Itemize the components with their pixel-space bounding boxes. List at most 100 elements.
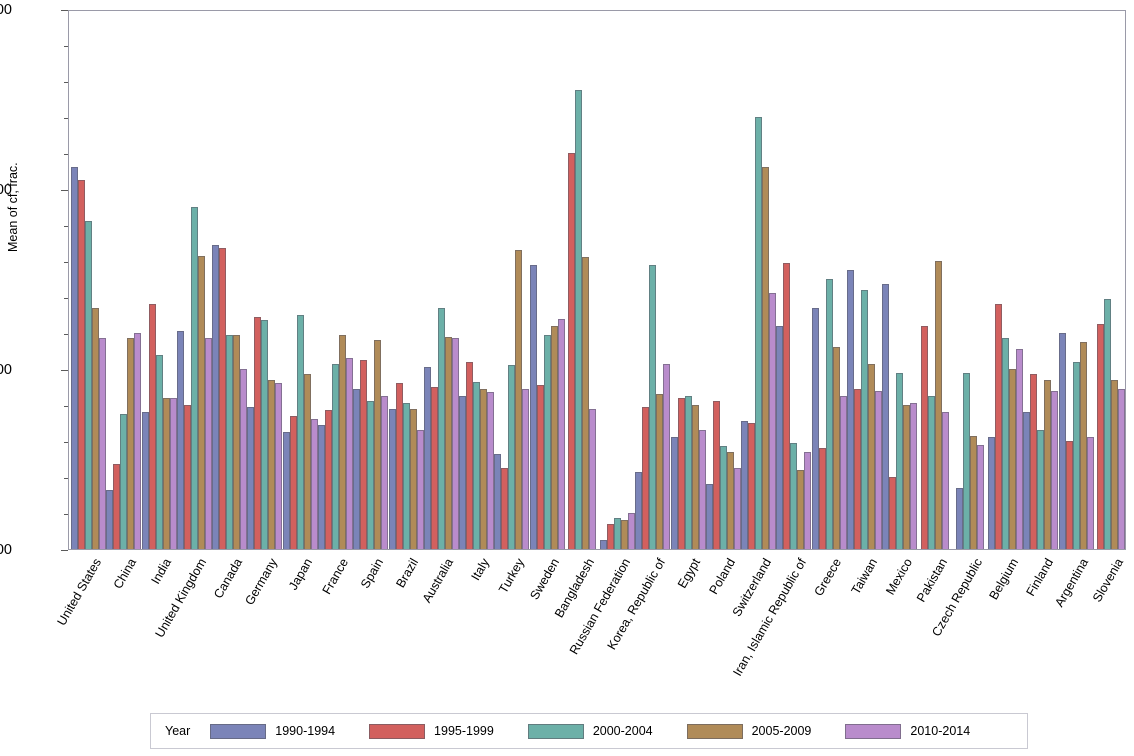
bar: [635, 471, 643, 549]
x-tick-label: India: [148, 556, 175, 587]
bar: [1002, 338, 1010, 549]
bar-group: [353, 11, 389, 549]
bar: [473, 381, 481, 549]
bar: [804, 451, 812, 549]
bar: [451, 338, 459, 549]
legend-color-swatch: [527, 723, 584, 739]
bar: [318, 424, 325, 549]
x-tick-label: Germany: [242, 556, 281, 608]
bar: [705, 484, 713, 549]
y-tick-mark: [61, 190, 68, 191]
bar: [910, 403, 918, 549]
bar: [388, 408, 396, 549]
x-tick-label: Greece: [811, 556, 845, 599]
bar-group: [921, 11, 950, 549]
bar-group: [388, 11, 424, 549]
bar: [719, 446, 727, 549]
y-tick-label: 3.00: [0, 2, 12, 18]
bar: [748, 423, 756, 549]
bar: [106, 489, 114, 549]
bar-group: [741, 11, 777, 549]
bar: [568, 153, 576, 549]
bar: [515, 250, 523, 549]
bar: [832, 347, 840, 549]
legend-item[interactable]: 1995-1999: [369, 723, 494, 739]
legend-item[interactable]: 2010-2014: [845, 723, 970, 739]
bar: [508, 365, 516, 549]
bar-group: [705, 11, 741, 549]
bar: [212, 244, 220, 549]
bar: [367, 401, 375, 549]
bar: [783, 262, 791, 549]
bar: [790, 442, 798, 549]
bar: [1023, 412, 1031, 549]
bar-group: [882, 11, 918, 549]
bar: [847, 270, 854, 549]
bar: [310, 419, 318, 549]
bar: [575, 90, 583, 549]
bar: [444, 336, 452, 549]
x-tick-label: Slovenia: [1090, 556, 1127, 605]
bar: [113, 464, 121, 549]
bar: [261, 320, 269, 549]
bar: [875, 390, 882, 549]
x-tick-label: Poland: [706, 556, 739, 597]
bar: [755, 117, 763, 549]
legend-item[interactable]: 2005-2009: [686, 723, 812, 739]
bar: [543, 334, 551, 549]
y-minor-tick-mark: [64, 298, 68, 299]
bar-group: [106, 11, 142, 549]
bar: [762, 167, 770, 549]
x-tick-label: Taiwan: [848, 556, 880, 597]
bar: [325, 410, 332, 549]
legend-label: 1995-1999: [434, 724, 494, 738]
bar: [811, 307, 819, 549]
y-minor-tick-mark: [64, 118, 68, 119]
bar: [339, 334, 346, 549]
bar: [1079, 342, 1087, 549]
bar: [1009, 369, 1017, 549]
x-tick-label: Brazil: [393, 556, 422, 591]
bar: [282, 432, 290, 549]
legend-item[interactable]: 1990-1994: [210, 723, 336, 739]
legend-label: 1990-1994: [275, 724, 336, 738]
legend-label: 2005-2009: [751, 724, 812, 738]
bar: [854, 388, 861, 549]
bar: [332, 363, 339, 549]
bar: [741, 421, 749, 549]
bar: [882, 284, 890, 549]
bar: [374, 340, 382, 549]
bar: [155, 354, 163, 549]
y-minor-tick-mark: [64, 82, 68, 83]
bar-group: [635, 11, 671, 549]
legend-color-swatch: [369, 723, 426, 739]
x-tick-label: Argentina: [1052, 556, 1092, 610]
bar: [582, 257, 590, 549]
bar: [487, 392, 495, 549]
bar: [995, 304, 1003, 549]
bar: [346, 358, 353, 549]
bar: [600, 540, 608, 549]
bar: [85, 221, 93, 549]
bar: [1097, 324, 1105, 549]
legend-items: 1990-1994 1995-1999 2000-2004 2005-2009 2010…: [210, 723, 1004, 739]
bar: [141, 412, 149, 549]
bar: [437, 307, 445, 549]
bar: [1051, 390, 1059, 549]
bar: [78, 180, 86, 549]
bar: [1111, 379, 1119, 549]
bar: [480, 388, 488, 549]
bar: [935, 261, 943, 549]
bar: [956, 487, 964, 549]
bar: [494, 453, 502, 549]
legend-item[interactable]: 2000-2004: [527, 723, 653, 739]
bar: [275, 383, 283, 549]
bar: [226, 334, 234, 549]
bar: [1118, 388, 1126, 549]
bar: [176, 331, 184, 549]
bar: [677, 397, 685, 549]
bar: [698, 430, 706, 549]
bar: [1030, 374, 1038, 549]
y-minor-tick-mark: [64, 442, 68, 443]
x-tick-label: Turkey: [495, 556, 527, 596]
